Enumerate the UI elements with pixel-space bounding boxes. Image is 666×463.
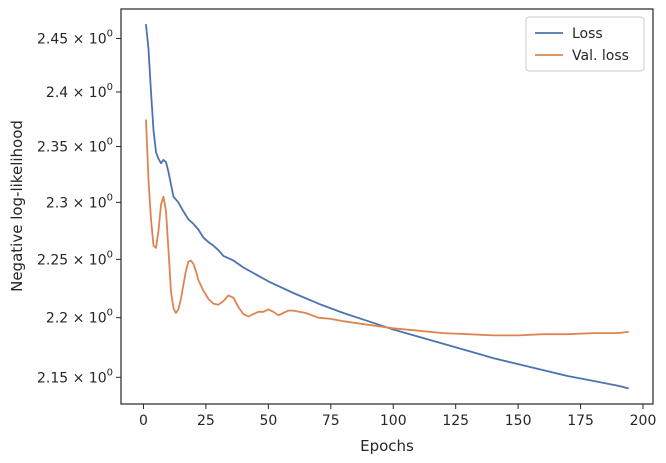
x-tick-label: 125 [442,413,469,429]
x-tick-label: 25 [197,413,215,429]
legend: Loss Val. loss [525,16,645,72]
series-layer [145,23,629,390]
x-axis-ticks: 0 25 50 75 100 125 150 175 200 [139,404,656,429]
x-tick-label: 50 [259,413,277,429]
x-tick-label: 75 [322,413,340,429]
y-tick-label: 2.3 × 100 [46,192,113,211]
y-tick-label: 2.25 × 100 [37,249,113,268]
y-tick-label: 2.35 × 100 [37,137,113,156]
legend-label-1: Val. loss [572,48,629,64]
y-axis-label: Negative log-likelihood [8,120,26,292]
series-line-0 [145,23,629,390]
y-tick-label: 2.2 × 100 [46,308,113,327]
series-line-1 [145,119,629,337]
x-tick-label: 100 [380,413,407,429]
y-axis-ticks: 2.15 × 100 2.2 × 100 2.25 × 100 2.3 × 100 2.… [37,28,121,386]
legend-label-0: Loss [572,26,603,42]
x-tick-label: 150 [505,413,532,429]
plot-area-frame [120,8,654,405]
x-tick-label: 0 [139,413,148,429]
x-tick-label: 200 [630,413,657,429]
legend-box [525,16,645,72]
x-axis-label: Epochs [360,437,414,455]
x-tick-label: 175 [567,413,594,429]
y-tick-label: 2.4 × 100 [46,82,113,101]
y-tick-label: 2.15 × 100 [37,367,113,386]
y-tick-label: 2.45 × 100 [37,28,113,47]
